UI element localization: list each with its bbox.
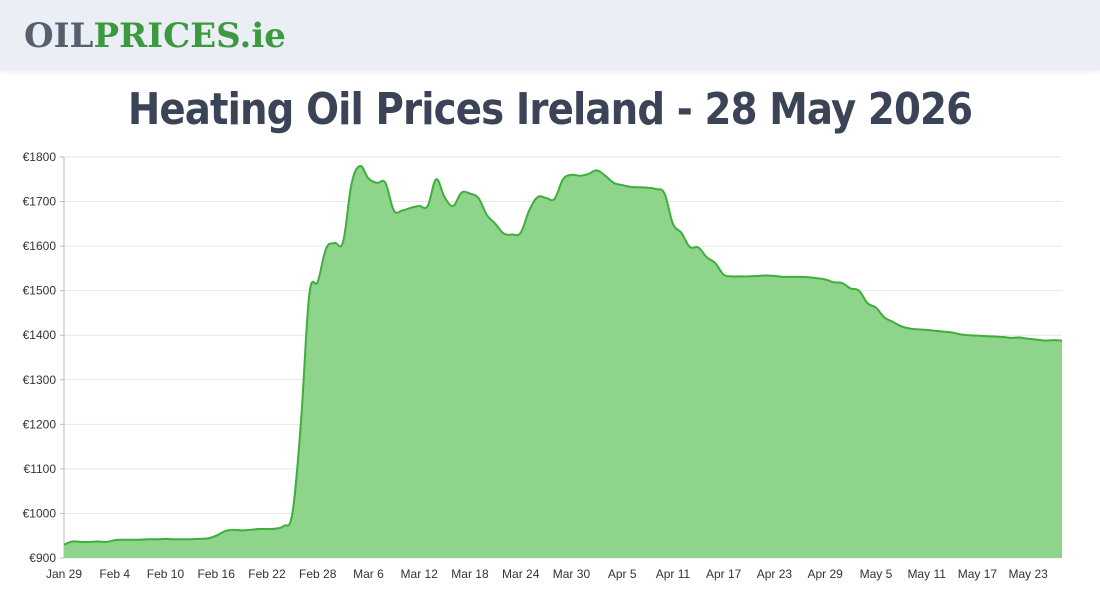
x-tick-label: Feb 22 <box>248 567 286 581</box>
site-header: OILPRICES.ie <box>0 0 1100 70</box>
x-tick-label: Mar 24 <box>502 567 540 581</box>
page-title: Heating Oil Prices Ireland - 28 May 2026 <box>127 84 973 135</box>
x-tick-label: Apr 23 <box>757 567 793 581</box>
logo-text-prices: PRICES <box>93 16 240 56</box>
x-tick-label: Apr 29 <box>808 567 844 581</box>
x-tick-label: Mar 12 <box>401 567 439 581</box>
x-tick-label: Apr 5 <box>608 567 637 581</box>
price-chart: €900 €1000 €1100 €1200 €1300 €1400 €1500 €1600 €… <box>23 150 1063 581</box>
x-tick-label: Mar 30 <box>553 567 591 581</box>
y-tick-label: €1700 <box>23 195 57 209</box>
y-tick-label: €1600 <box>23 239 57 253</box>
y-tick-label: €1200 <box>23 417 57 431</box>
price-line <box>63 164 1063 546</box>
x-tick-label: Feb 28 <box>299 567 337 581</box>
logo-text-oil: OIL <box>24 16 94 56</box>
y-tick-label: €1400 <box>23 328 57 342</box>
x-tick-label: Feb 10 <box>147 567 185 581</box>
price-area-fill <box>64 165 1062 559</box>
x-tick-label: Mar 6 <box>353 567 384 581</box>
x-axis: Jan 29 Feb 4 Feb 10 Feb 16 Feb 22 Feb 28 Mar 6… <box>46 567 1048 581</box>
x-tick-label: May 23 <box>1008 567 1048 581</box>
x-tick-label: Feb 16 <box>198 567 236 581</box>
x-tick-label: Mar 18 <box>451 567 489 581</box>
y-tick-label: €900 <box>29 551 56 565</box>
x-tick-label: Apr 11 <box>656 567 691 581</box>
y-tick-label: €1300 <box>23 373 57 387</box>
x-tick-label: Jan 29 <box>46 567 82 581</box>
y-tick-label: €1000 <box>23 506 57 520</box>
y-tick-label: €1800 <box>23 150 57 164</box>
y-tick-label: €1100 <box>24 462 57 476</box>
chart-series <box>63 164 1063 559</box>
x-tick-label: May 11 <box>907 567 946 581</box>
y-axis: €900 €1000 €1100 €1200 €1300 €1400 €1500 €1600 €… <box>23 150 57 565</box>
x-tick-label: Feb 4 <box>99 567 130 581</box>
x-tick-label: May 5 <box>860 567 893 581</box>
site-logo[interactable]: OILPRICES.ie <box>24 14 286 58</box>
x-tick-label: May 17 <box>958 567 998 581</box>
x-tick-label: Apr 17 <box>706 567 742 581</box>
y-tick-label: €1500 <box>23 284 57 298</box>
logo-text-domain: .ie <box>239 16 286 56</box>
